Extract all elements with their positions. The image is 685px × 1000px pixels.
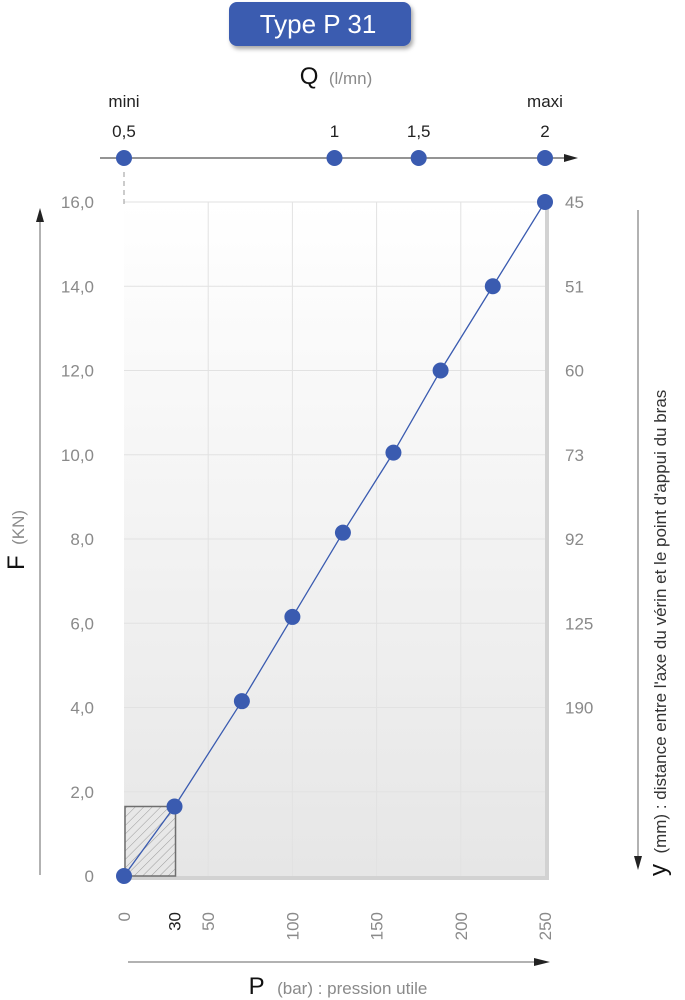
chart-title: Type P 31 — [260, 9, 377, 39]
y-tick-label: 0 — [85, 867, 94, 886]
data-point — [334, 524, 351, 541]
x-tick-label: 200 — [452, 912, 471, 940]
y-tick-label: 14,0 — [61, 277, 94, 296]
y-axis-arrowhead — [36, 208, 44, 222]
y-tick-label: 2,0 — [70, 783, 94, 802]
y-axis-unit: (KN) — [9, 510, 28, 545]
y-tick-label: 8,0 — [70, 530, 94, 549]
q-axis-point — [537, 150, 553, 166]
q-tick-label: 1,5 — [407, 122, 431, 141]
data-point — [166, 798, 183, 815]
grid-lines — [124, 201, 545, 876]
q-tick-label: 0,5 — [112, 122, 136, 141]
right-axis-label: y — [645, 864, 672, 876]
q-axis-arrowhead — [564, 154, 578, 162]
y-axis-label: F — [3, 555, 30, 570]
data-point — [385, 444, 402, 461]
svg-text:F (KN): F (KN) — [3, 510, 30, 570]
x-tick-label: 100 — [283, 912, 302, 940]
right-axis-unit: (mm) : distance entre l'axe du vérin et … — [651, 390, 670, 854]
x-tick-label: 250 — [536, 912, 555, 940]
x-axis-title: P (bar) : pression utile — [249, 973, 428, 1000]
q-axis-point — [326, 150, 343, 166]
chart-marks: 0 2,0 4,0 6,0 8,0 10,0 12,0 14,0 16,0 0 30 50 100 150… — [61, 92, 593, 940]
y-axis-title: F (KN) — [3, 510, 30, 570]
q-min-label: mini — [108, 92, 139, 111]
y-tick-label: 4,0 — [70, 699, 94, 718]
svg-text:y (mm) : distance entre: y (mm) : distance entre l'axe du vérin e… — [645, 390, 672, 876]
data-point — [484, 278, 501, 295]
q-axis-label: Q — [300, 63, 319, 90]
q-tick-label: 2 — [540, 122, 549, 141]
plot-shadow-bottom — [128, 876, 549, 880]
x-tick-label: 0 — [115, 912, 134, 921]
q-tick-label: 1 — [330, 122, 339, 141]
title-badge-bg — [229, 2, 411, 46]
x-tick-label: 30 — [166, 912, 185, 931]
x-tick-label: 150 — [368, 912, 387, 940]
hatched-min-zone — [124, 805, 177, 877]
right-tick-label: 92 — [565, 530, 584, 549]
q-axis-title: Q (l/mn) — [300, 63, 373, 90]
data-point — [116, 868, 132, 884]
data-point — [537, 194, 553, 210]
data-point — [284, 608, 301, 625]
x-axis-label: P — [249, 973, 265, 1000]
x-axis-unit: (bar) : pression utile — [277, 979, 427, 998]
svg-text:P (bar) : pression utile: P (bar) : pression utile — [249, 973, 428, 1000]
right-tick-label: 125 — [565, 614, 593, 633]
y-tick-label: 6,0 — [70, 614, 94, 633]
q-axis-unit: (l/mn) — [329, 69, 372, 88]
plot-shadow-right — [545, 206, 549, 879]
y-tick-label: 10,0 — [61, 446, 94, 465]
right-tick-label: 60 — [565, 362, 584, 381]
q-max-label: maxi — [527, 92, 563, 111]
x-tick-label: 50 — [199, 912, 218, 931]
x-axis-arrowhead — [534, 958, 550, 966]
right-tick-label: 45 — [565, 193, 584, 212]
y-tick-label: 12,0 — [61, 362, 94, 381]
right-tick-label: 190 — [565, 699, 593, 718]
right-axis-arrowhead — [634, 856, 642, 870]
q-axis-point — [116, 150, 132, 166]
q-axis-point — [410, 150, 427, 166]
right-tick-label: 51 — [565, 277, 584, 296]
data-point — [233, 693, 250, 710]
svg-text:Q (l/mn): Q (l/mn) — [300, 63, 373, 90]
right-tick-label: 73 — [565, 446, 584, 465]
right-axis-title: y (mm) : distance entre l'axe du vérin e… — [645, 390, 672, 876]
data-point — [432, 362, 449, 379]
title-badge: Type P 31 — [229, 2, 411, 46]
y-tick-label: 16,0 — [61, 193, 94, 212]
